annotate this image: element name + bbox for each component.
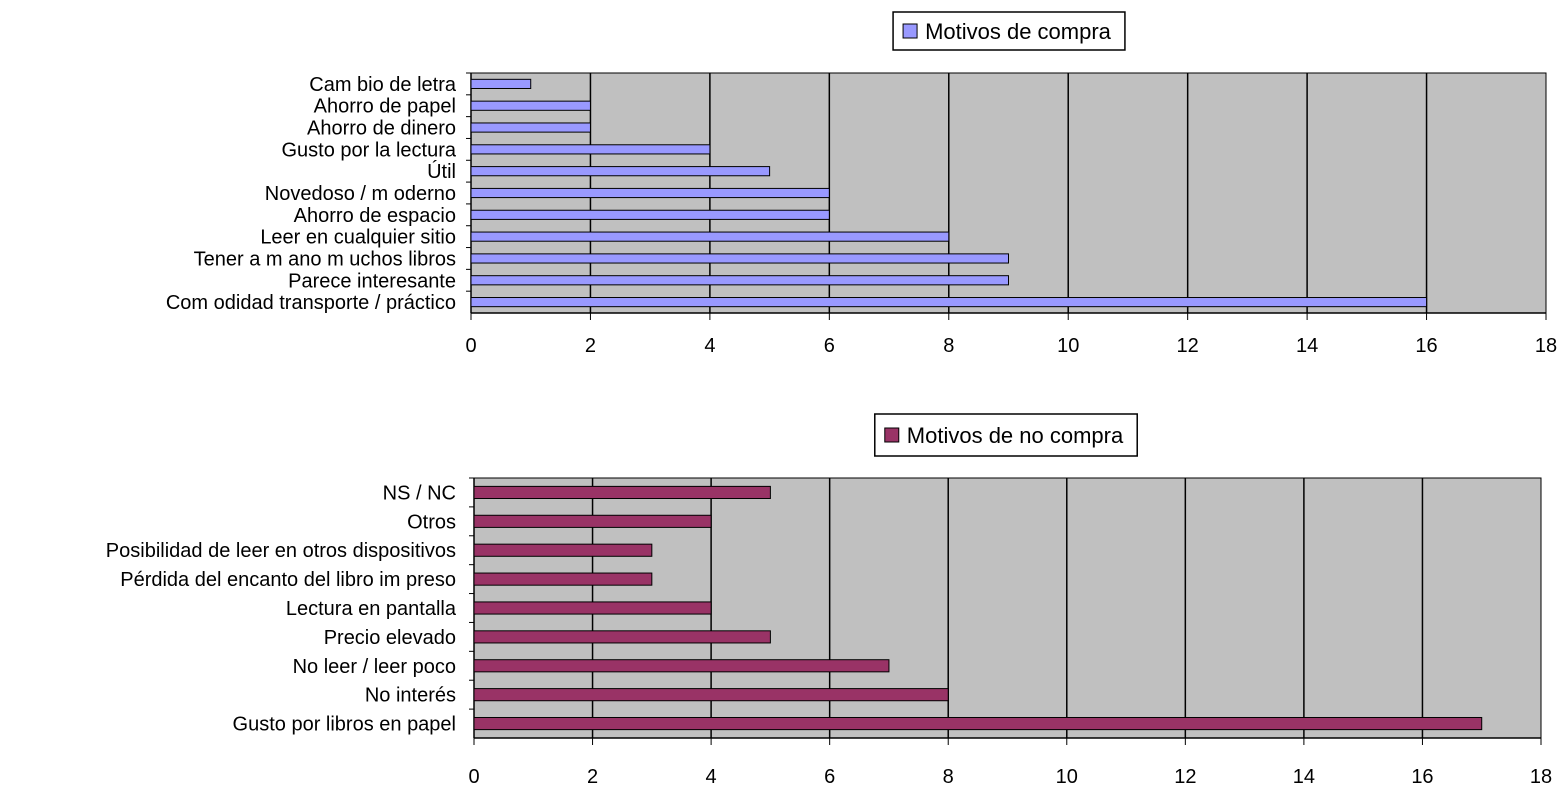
legend: Motivos de no compra	[874, 413, 1138, 457]
bar	[470, 231, 950, 242]
x-tick-label: 14	[1296, 335, 1318, 357]
category-label: Ahorro de espacio	[294, 205, 456, 227]
x-tick-label: 10	[1056, 766, 1078, 785]
x-tick-label: 10	[1057, 335, 1079, 357]
category-label: Tener a m ano m uchos libros	[194, 248, 456, 270]
category-label: Posibilidad de leer en otros dispositivo…	[106, 540, 456, 562]
bar	[473, 572, 653, 586]
x-tick-label: 16	[1415, 335, 1437, 357]
bar	[473, 485, 771, 500]
category-label: Precio elevado	[324, 627, 456, 649]
bar	[473, 630, 771, 644]
category-label: Útil	[427, 160, 456, 183]
x-tick-label: 14	[1293, 766, 1315, 785]
chart-2: 0 2 4 6 8 10 12 14 16 18 NS / NC Otros Posibilidad d…	[106, 413, 1552, 785]
bar	[470, 275, 1009, 286]
x-tick-label: 4	[704, 335, 715, 357]
x-tick-label: 12	[1174, 766, 1196, 785]
legend-box	[892, 11, 1126, 51]
x-tick-label: 16	[1411, 766, 1433, 785]
x-tick-label: 4	[706, 766, 717, 785]
bar	[470, 122, 591, 133]
category-label: Com odidad transporte / práctico	[166, 292, 456, 314]
x-tick-label: 2	[585, 335, 596, 357]
category-label: Gusto por la lectura	[281, 139, 456, 161]
x-tick-label: 12	[1177, 335, 1199, 357]
legend-label: Motivos de no compra	[907, 423, 1124, 448]
x-tick-label: 18	[1535, 335, 1557, 357]
x-tick-label: 8	[943, 766, 954, 785]
bar	[470, 253, 1009, 264]
x-tick-label: 18	[1530, 766, 1552, 785]
bar	[470, 78, 532, 89]
legend-swatch	[902, 23, 918, 39]
x-tick-label: 0	[468, 766, 479, 785]
legend-swatch	[884, 427, 900, 443]
bar	[470, 166, 771, 177]
category-label: Lectura en pantalla	[286, 598, 457, 620]
category-label: Leer en cualquier sitio	[260, 227, 456, 249]
bar	[470, 144, 711, 155]
bar	[470, 187, 830, 199]
legend-label: Motivos de compra	[925, 19, 1112, 44]
bar	[473, 543, 653, 557]
x-tick-label: 8	[943, 335, 954, 357]
category-label: Parece interesante	[288, 270, 456, 292]
x-tick-label: 6	[824, 766, 835, 785]
bar	[473, 601, 712, 615]
bar	[470, 100, 591, 111]
x-tick-label: 0	[465, 335, 476, 357]
category-label: Pérdida del encanto del libro im preso	[120, 569, 456, 591]
category-label: NS / NC	[383, 482, 456, 504]
category-label: Cam bio de letra	[309, 74, 457, 96]
x-tick-label: 6	[824, 335, 835, 357]
category-label: Novedoso / m oderno	[265, 183, 456, 205]
category-label: Otros	[407, 511, 456, 533]
category-label: No interés	[365, 685, 456, 707]
bar	[470, 209, 830, 220]
bar	[473, 659, 890, 673]
category-label: Gusto por libros en papel	[233, 714, 456, 736]
category-label: Ahorro de papel	[314, 96, 456, 118]
bar	[473, 514, 712, 528]
legend: Motivos de compra	[892, 11, 1126, 51]
category-label: No leer / leer poco	[293, 656, 456, 678]
bar	[473, 716, 1483, 731]
category-label: Ahorro de dinero	[307, 118, 456, 140]
bar	[470, 297, 1428, 308]
bar	[473, 688, 949, 702]
legend-box	[874, 413, 1138, 457]
x-tick-label: 2	[587, 766, 598, 785]
